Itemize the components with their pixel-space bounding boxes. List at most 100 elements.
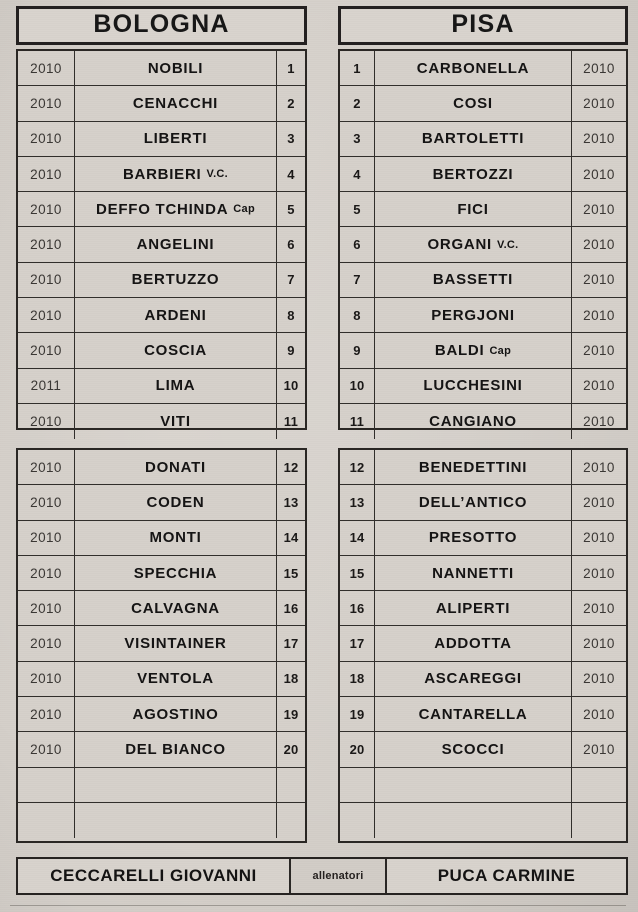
- player-number: 3: [340, 121, 375, 156]
- player-surname: BALDI: [434, 342, 485, 360]
- player-number: 8: [340, 298, 375, 333]
- table-row: [340, 802, 626, 839]
- player-number: [276, 802, 305, 839]
- player-name: [75, 803, 276, 838]
- left-team-substitutes-table: 2010 DONATI 12 2010 CODEN 13 2010 MONTI 14 2010 SP…: [16, 448, 307, 843]
- player-number: 10: [276, 368, 305, 403]
- player-number: 1: [340, 51, 375, 86]
- player-name: BERTOZZI: [375, 157, 571, 191]
- player-year: 2010: [18, 450, 75, 485]
- table-row: 2010 CODEN 13: [18, 485, 305, 521]
- right-team-starters-table: 1 CARBONELLA 2010 2 COSI 2010 3 BARTOLETTI 2010 4…: [338, 49, 628, 440]
- player-year: 2010: [571, 520, 626, 555]
- player-name: AGOSTINO: [75, 697, 276, 731]
- player-name: BARBIERI V.C.: [75, 157, 276, 191]
- player-number: 11: [276, 403, 305, 440]
- table-row: 2010 MONTI 14: [18, 520, 305, 556]
- player-role-badge: V.C.: [496, 238, 519, 251]
- player-name: BERTUZZO: [75, 263, 276, 297]
- player-number: 4: [276, 156, 305, 192]
- player-year: 2010: [571, 403, 626, 440]
- table-row: 13 DELL’ANTICO 2010: [340, 485, 626, 521]
- player-year: 2010: [571, 262, 626, 298]
- player-name: PERGJONI: [375, 298, 571, 332]
- player-year: 2010: [571, 368, 626, 403]
- player-number: 13: [276, 485, 305, 520]
- player-year: 2010: [571, 591, 626, 626]
- table-row: 2010 ANGELINI 6: [18, 227, 305, 263]
- player-name: DEFFO TCHINDA Cap: [75, 192, 276, 226]
- player-name: [75, 768, 276, 802]
- player-name: DONATI: [75, 450, 276, 484]
- player-surname: ALIPERTI: [435, 599, 511, 617]
- left-starters-rows: 2010 NOBILI 1 2010 CENACCHI 2 2010 LIBERTI 3 2010…: [18, 51, 305, 440]
- player-surname: CANGIANO: [429, 413, 517, 431]
- player-number: 2: [276, 86, 305, 121]
- table-row: [18, 767, 305, 803]
- player-surname: BASSETTI: [432, 271, 514, 289]
- table-row: 2010 BARBIERI V.C. 4: [18, 156, 305, 193]
- player-name: PRESOTTO: [375, 521, 571, 555]
- player-name: BENEDETTINI: [375, 450, 571, 484]
- player-name: COSI: [375, 86, 571, 120]
- player-year: 2010: [18, 262, 75, 298]
- player-year: [18, 802, 75, 839]
- right-team-coach: PUCA CARMINE: [437, 866, 576, 885]
- player-number: 14: [340, 520, 375, 555]
- player-role-badge: Cap: [489, 344, 512, 357]
- table-row: 14 PRESOTTO 2010: [340, 520, 626, 556]
- player-year: [571, 767, 626, 802]
- player-surname: SPECCHIA: [133, 564, 218, 582]
- player-name: CODEN: [75, 485, 276, 519]
- player-role-badge: V.C.: [206, 168, 229, 181]
- player-number: 15: [340, 555, 375, 591]
- table-row: 16 ALIPERTI 2010: [340, 591, 626, 627]
- player-year: 2010: [571, 732, 626, 767]
- player-name: ANGELINI: [75, 227, 276, 261]
- player-surname: DEFFO TCHINDA: [96, 200, 229, 218]
- table-row: 17 ADDOTTA 2010: [340, 626, 626, 662]
- player-surname: CANTARELLA: [418, 705, 528, 723]
- right-team-substitutes-table: 12 BENEDETTINI 2010 13 DELL’ANTICO 2010 14 PRES…: [338, 448, 628, 843]
- player-surname: COSCIA: [144, 342, 207, 360]
- player-name: LIBERTI: [75, 122, 276, 156]
- player-number: 16: [340, 591, 375, 626]
- player-name: BARTOLETTI: [375, 122, 571, 156]
- player-year: 2010: [18, 555, 75, 591]
- player-year: 2011: [18, 368, 75, 403]
- left-team-starters-table: 2010 NOBILI 1 2010 CENACCHI 2 2010 LIBERTI 3 2010…: [16, 49, 307, 440]
- player-number: [276, 767, 305, 802]
- player-name: LUCCHESINI: [375, 369, 571, 403]
- table-row: 7 BASSETTI 2010: [340, 262, 626, 299]
- player-surname: VENTOLA: [137, 670, 214, 688]
- table-row: 2010 SPECCHIA 15: [18, 555, 305, 592]
- player-name: DEL BIANCO: [75, 732, 276, 766]
- table-row: 2010 CALVAGNA 16: [18, 591, 305, 627]
- player-number: 6: [340, 227, 375, 262]
- player-surname: DEL BIANCO: [125, 741, 226, 759]
- player-number: 9: [340, 333, 375, 368]
- player-surname: ARDENI: [144, 306, 207, 324]
- player-name: CANTARELLA: [375, 697, 571, 731]
- table-row: 15 NANNETTI 2010: [340, 555, 626, 592]
- player-year: 2010: [571, 227, 626, 262]
- player-number: 12: [340, 450, 375, 485]
- player-year: 2010: [18, 485, 75, 520]
- player-number: 5: [340, 192, 375, 227]
- player-year: 2010: [571, 121, 626, 156]
- right-team-header: PISA: [338, 6, 628, 45]
- player-year: 2010: [571, 51, 626, 86]
- table-row: 2010 VISINTAINER 17: [18, 626, 305, 662]
- player-number: 14: [276, 520, 305, 555]
- player-year: 2010: [571, 661, 626, 697]
- player-surname: CENACCHI: [132, 94, 219, 112]
- player-name: SCOCCI: [375, 732, 571, 766]
- player-name: FICI: [375, 192, 571, 226]
- player-number: 8: [276, 298, 305, 333]
- table-row: 6 ORGANI V.C. 2010: [340, 227, 626, 263]
- player-year: 2010: [18, 121, 75, 156]
- player-number: 7: [340, 262, 375, 298]
- player-name: CANGIANO: [375, 404, 571, 439]
- player-name: CARBONELLA: [375, 51, 571, 85]
- table-row: 2010 LIBERTI 3: [18, 121, 305, 157]
